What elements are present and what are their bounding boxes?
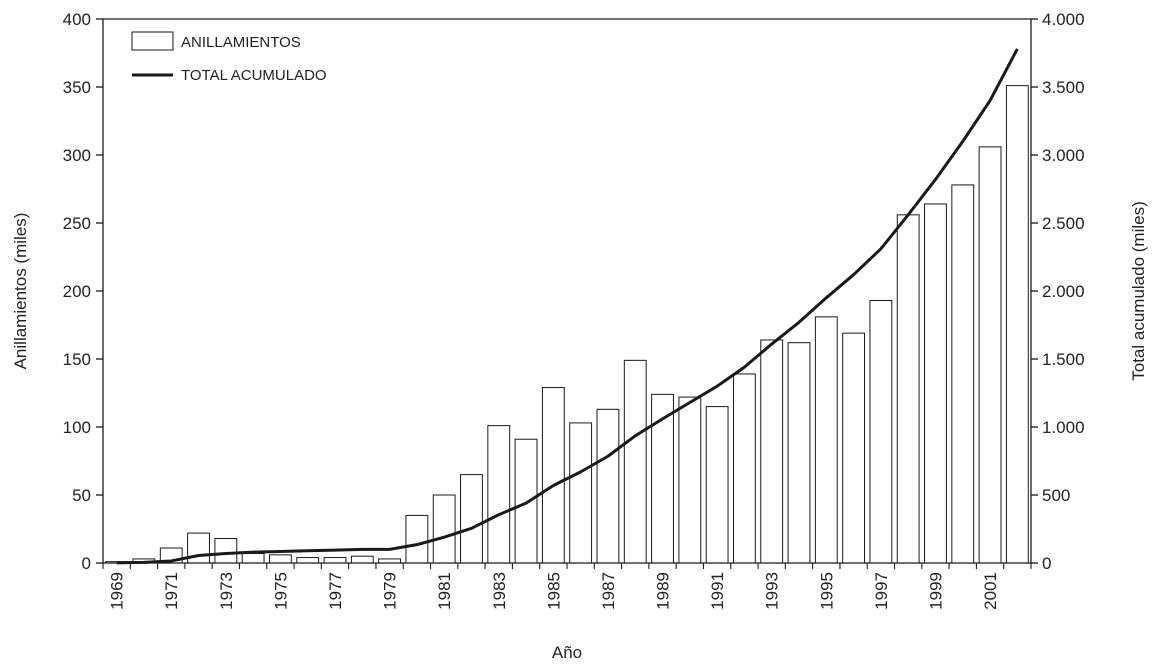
x-tick-label: 1997 — [872, 572, 891, 610]
bar-1985 — [541, 387, 565, 564]
left-axis-title: Anillamientos (miles) — [11, 213, 30, 370]
left-tick-label: 100 — [63, 418, 91, 437]
legend-label-anillamientos: ANILLAMIENTOS — [181, 34, 301, 51]
x-axis-title: Año — [552, 643, 582, 662]
right-tick-label: 3.500 — [1042, 78, 1085, 97]
bar-1974 — [241, 552, 265, 564]
right-tick-label: 1.000 — [1042, 418, 1085, 437]
x-tick-label: 1971 — [162, 572, 181, 610]
bar-1984 — [514, 438, 538, 564]
bar-1998 — [896, 214, 920, 564]
left-tick-label: 50 — [72, 486, 91, 505]
x-tick-label: 1987 — [599, 572, 618, 610]
bar-2002 — [1005, 85, 1029, 564]
bar-1994 — [787, 342, 811, 564]
x-tick-label: 1983 — [490, 572, 509, 610]
bar-1983 — [487, 425, 511, 564]
legend-bar-swatch — [131, 31, 174, 51]
x-tick-label: 1995 — [817, 572, 836, 610]
x-tick-label: 1993 — [763, 572, 782, 610]
bar-1988 — [623, 359, 647, 564]
bar-1992 — [732, 373, 756, 564]
bar-1976 — [296, 557, 320, 564]
bar-1981 — [432, 494, 456, 564]
bar-1996 — [842, 332, 866, 564]
bar-1982 — [460, 474, 483, 564]
x-tick-label: 2001 — [981, 572, 1000, 610]
left-tick-label: 250 — [63, 214, 91, 233]
bar-1978 — [350, 555, 374, 564]
bar-1990 — [678, 396, 702, 564]
line-series-total-acumulado — [116, 48, 1019, 565]
x-tick-label: 1979 — [381, 572, 400, 610]
left-axis-ticks: 0 50 100 150 200 250 300 350 400 — [63, 10, 103, 573]
x-tick-label: 1977 — [326, 572, 345, 610]
x-tick-label: 1973 — [217, 572, 236, 610]
x-tick-label: 1999 — [926, 572, 945, 610]
x-tick-label: 1989 — [654, 572, 673, 610]
x-tick-label: 1981 — [435, 572, 454, 610]
bar-2000 — [951, 184, 975, 564]
x-tick-label: 1985 — [544, 572, 563, 610]
right-tick-label: 4.000 — [1042, 10, 1085, 29]
x-tick-label: 1969 — [108, 572, 127, 610]
bar-1986 — [569, 422, 593, 564]
x-axis-ticks: 1969 1971 1973 1975 1977 1979 1981 1983 1985 1987… — [102, 563, 1032, 610]
bar-1997 — [869, 300, 893, 564]
left-tick-label: 400 — [63, 10, 91, 29]
left-tick-label: 200 — [63, 282, 91, 301]
bar-1980 — [405, 514, 429, 564]
left-tick-label: 0 — [82, 554, 91, 573]
legend: ANILLAMIENTOS TOTAL ACUMULADO — [131, 31, 327, 84]
right-tick-label: 0 — [1042, 554, 1051, 573]
bar-1993 — [760, 339, 784, 564]
bar-1987 — [596, 408, 620, 564]
x-tick-label: 1991 — [708, 572, 727, 610]
bar-1977 — [323, 557, 347, 564]
bar-1999 — [924, 203, 947, 564]
left-tick-label: 150 — [63, 350, 91, 369]
right-tick-label: 2.500 — [1042, 214, 1085, 233]
right-tick-label: 3.000 — [1042, 146, 1085, 165]
right-tick-label: 500 — [1042, 486, 1070, 505]
right-tick-label: 2.000 — [1042, 282, 1085, 301]
right-axis-title: Total acumulado (miles) — [1129, 201, 1148, 381]
x-tick-label: 1975 — [271, 572, 290, 610]
legend-label-total-acumulado: TOTAL ACUMULADO — [181, 67, 327, 84]
bar-1995 — [814, 316, 838, 564]
bar-2001 — [978, 146, 1002, 564]
bar-1973 — [214, 538, 238, 564]
right-tick-label: 1.500 — [1042, 350, 1085, 369]
right-axis-ticks: 0 500 1.000 1.500 2.000 2.500 3.000 3.500 4.000 — [1031, 10, 1085, 573]
bar-series-anillamientos — [105, 85, 1029, 564]
bar-1975 — [268, 554, 292, 564]
left-tick-label: 350 — [63, 78, 91, 97]
bar-1991 — [705, 406, 729, 564]
left-tick-label: 300 — [63, 146, 91, 165]
